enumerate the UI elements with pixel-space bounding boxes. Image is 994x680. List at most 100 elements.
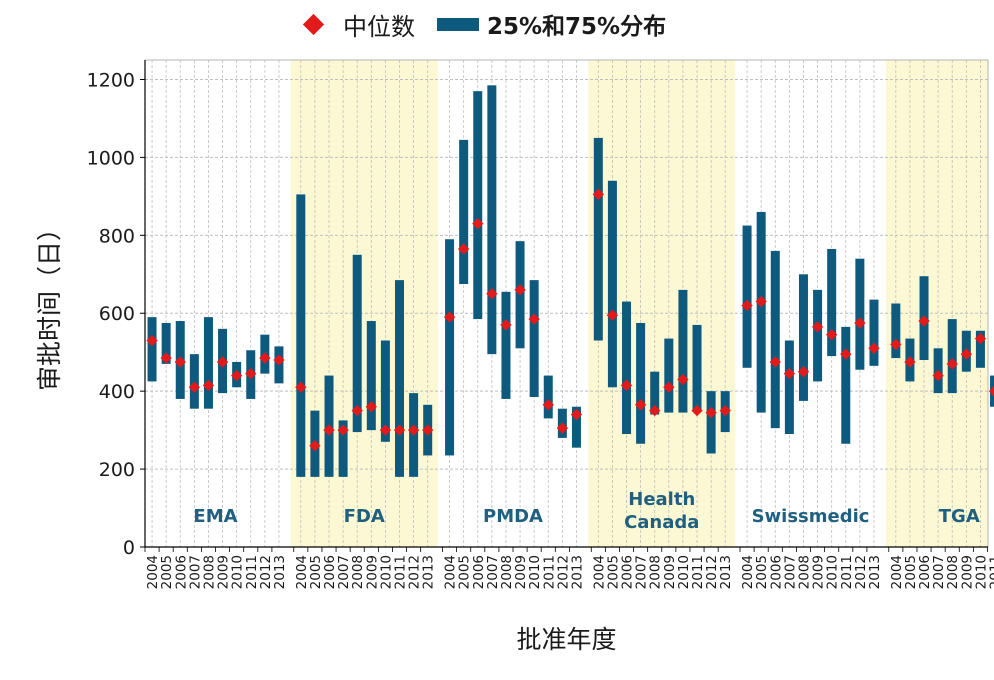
- year-tick-label: 2008: [201, 555, 217, 589]
- median-marker: [379, 424, 392, 436]
- median-marker: [946, 358, 958, 370]
- year-tick-label: 2006: [471, 555, 487, 589]
- year-tick-label: 2004: [740, 555, 756, 589]
- median-legend-marker-icon: [302, 13, 325, 35]
- median-marker: [755, 295, 767, 308]
- median-marker: [309, 440, 321, 452]
- y-tick-label: 1200: [87, 69, 135, 91]
- year-tick-label: 2004: [443, 555, 459, 589]
- iqr-bar: [947, 319, 957, 394]
- iqr-bar: [529, 280, 539, 398]
- year-tick-label: 2004: [591, 555, 607, 589]
- median-marker: [245, 367, 257, 380]
- median-marker: [592, 188, 604, 201]
- year-tick-label: 2013: [718, 555, 734, 589]
- iqr-bar: [296, 194, 306, 477]
- iqr-bar: [975, 330, 985, 368]
- year-tick-label: 2012: [407, 555, 423, 589]
- median-marker: [705, 406, 717, 419]
- iqr-bar: [593, 137, 603, 341]
- year-tick-label: 2009: [513, 555, 529, 589]
- iqr-bar: [664, 338, 674, 413]
- year-tick-label: 2013: [421, 555, 437, 589]
- y-tick-label: 800: [99, 225, 135, 247]
- year-tick-label: 2006: [322, 555, 338, 589]
- median-marker: [811, 321, 824, 333]
- group-label: Health: [628, 489, 695, 510]
- year-tick-label: 2009: [364, 555, 380, 589]
- legend: 中位数 25%和75%分布: [300, 6, 666, 42]
- year-tick-label: 2006: [620, 555, 636, 589]
- year-tick-label: 2008: [350, 555, 366, 589]
- year-tick-label: 2004: [294, 555, 310, 589]
- group-label: PMDA: [483, 506, 543, 527]
- year-tick-label: 2005: [903, 555, 919, 589]
- median-marker: [719, 404, 731, 417]
- iqr-bar: [501, 291, 511, 399]
- year-tick-label: 2005: [308, 555, 324, 589]
- group-label: Canada: [624, 512, 699, 533]
- median-marker: [365, 401, 377, 413]
- year-tick-label: 2004: [145, 555, 161, 589]
- year-tick-label: 2011: [690, 555, 706, 589]
- iqr-bar: [189, 354, 199, 409]
- median-marker: [677, 373, 689, 386]
- year-tick-label: 2011: [244, 555, 260, 589]
- year-tick-label: 2007: [187, 555, 203, 589]
- median-marker: [826, 329, 838, 341]
- median-marker: [458, 243, 470, 255]
- year-tick-label: 2005: [754, 555, 770, 589]
- median-marker: [868, 342, 880, 354]
- year-tick-label: 2006: [768, 555, 784, 589]
- median-marker: [407, 424, 420, 436]
- iqr-bar: [607, 180, 617, 388]
- year-tick-label: 2007: [782, 555, 798, 589]
- median-marker: [528, 313, 540, 325]
- year-tick-label: 2010: [825, 555, 841, 589]
- year-tick-label: 2010: [378, 555, 394, 589]
- y-tick-label: 200: [99, 459, 135, 481]
- iqr-bar: [338, 420, 348, 477]
- median-marker: [620, 379, 633, 391]
- iqr-bar: [855, 258, 865, 370]
- median-legend-label: 中位数: [343, 12, 415, 41]
- median-marker: [351, 404, 363, 417]
- iqr-bar: [487, 85, 497, 355]
- median-marker: [741, 299, 753, 312]
- iqr-bar: [756, 211, 766, 413]
- year-tick-label: 2012: [555, 555, 571, 589]
- year-tick-label: 2008: [499, 555, 515, 589]
- iqr-bar: [543, 375, 553, 419]
- median-marker: [472, 217, 484, 230]
- year-tick-label: 2005: [457, 555, 473, 589]
- year-tick-label: 2009: [811, 555, 827, 589]
- year-tick-label: 2009: [959, 555, 975, 589]
- year-tick-label: 2005: [159, 555, 175, 589]
- year-tick-label: 2011: [393, 555, 409, 589]
- median-marker: [932, 369, 944, 382]
- iqr-bar: [395, 280, 405, 477]
- iqr-bar: [706, 391, 716, 454]
- year-tick-label: 2013: [867, 555, 883, 589]
- median-marker: [918, 315, 930, 327]
- year-tick-label: 2011: [839, 555, 855, 589]
- year-tick-label: 2008: [796, 555, 812, 589]
- median-marker: [259, 352, 271, 364]
- range-legend-label: 25%和75%分布: [487, 14, 667, 40]
- iqr-bar: [891, 303, 901, 359]
- group-label: TGA: [939, 506, 980, 527]
- year-tick-label: 2010: [973, 555, 989, 589]
- year-tick-label: 2010: [676, 555, 692, 589]
- year-tick-label: 2012: [704, 555, 720, 589]
- year-tick-label: 2005: [605, 555, 621, 589]
- range-legend-swatch: [437, 17, 479, 31]
- median-marker: [443, 311, 456, 323]
- median-marker: [890, 338, 902, 351]
- median-marker: [606, 309, 619, 321]
- median-marker: [649, 404, 661, 417]
- iqr-bar: [813, 289, 823, 382]
- iqr-bar: [692, 324, 702, 411]
- median-marker: [393, 424, 406, 436]
- year-tick-label: 2007: [931, 555, 947, 589]
- year-tick-label: 2007: [336, 555, 352, 589]
